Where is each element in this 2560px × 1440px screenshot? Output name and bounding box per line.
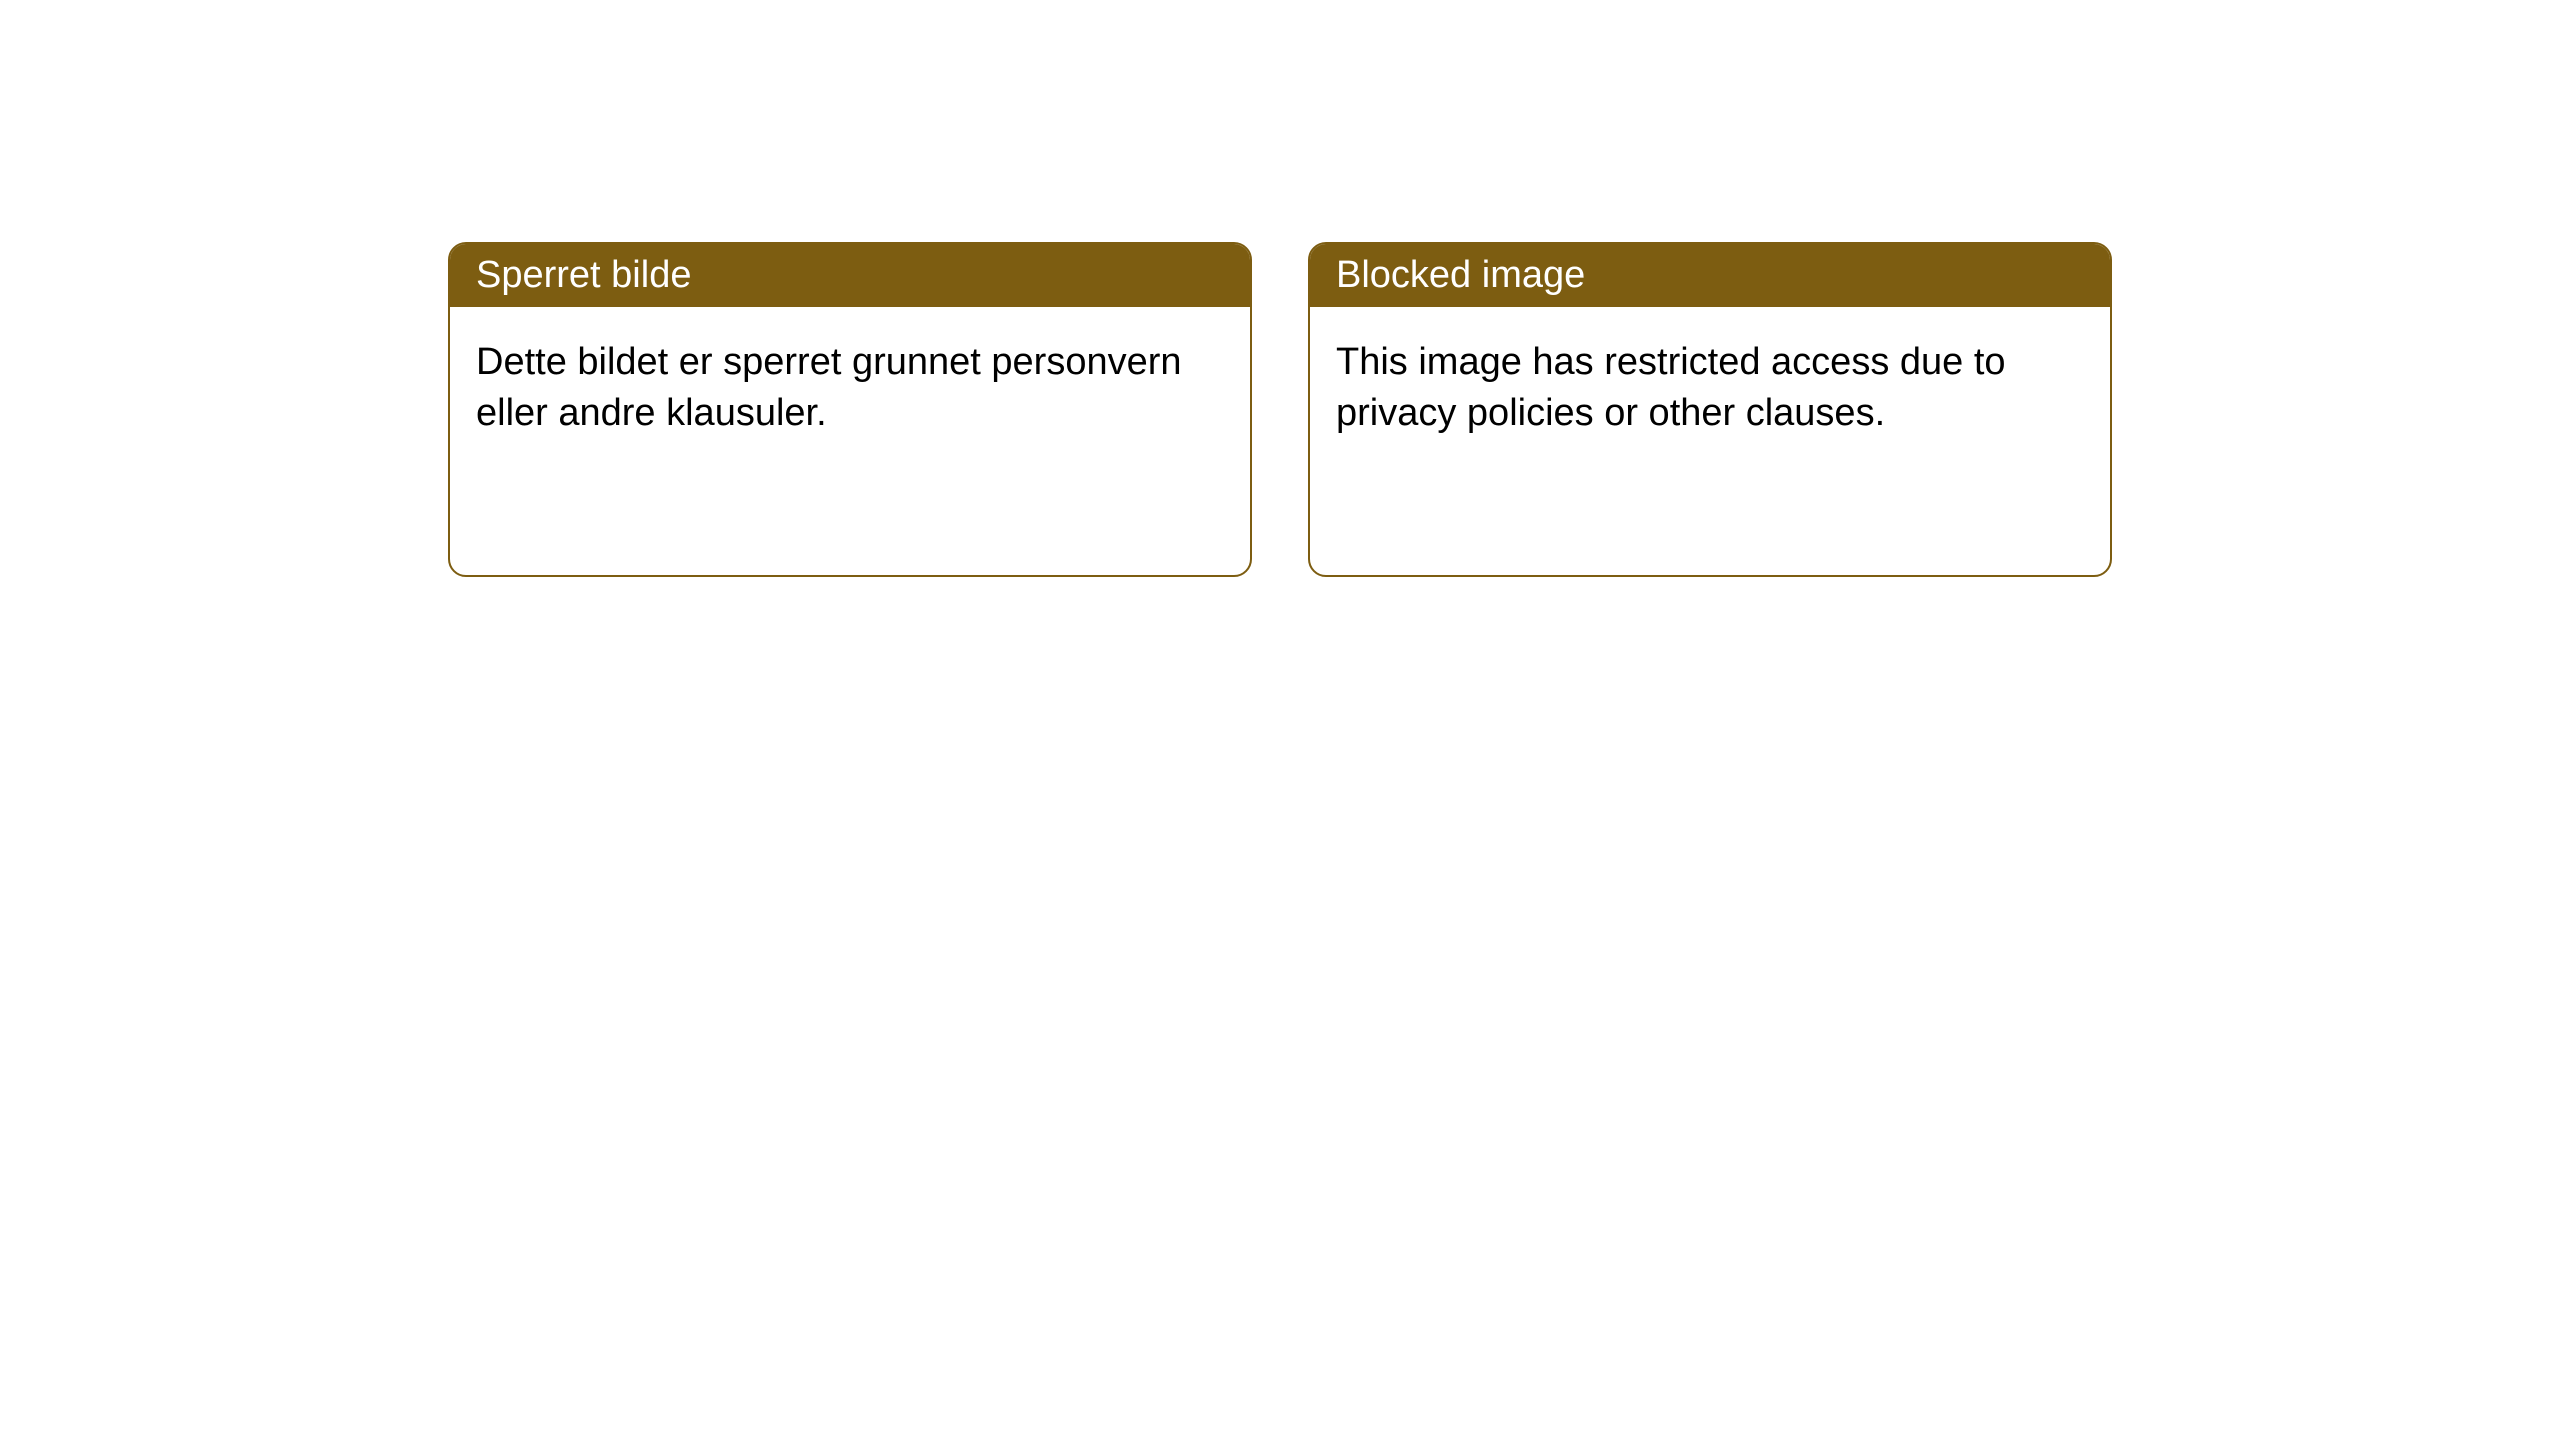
blocked-image-card-no: Sperret bilde Dette bildet er sperret gr… xyxy=(448,242,1252,577)
card-header: Blocked image xyxy=(1310,244,2110,307)
card-title: Sperret bilde xyxy=(476,254,691,296)
card-body: This image has restricted access due to … xyxy=(1310,307,2110,470)
card-body: Dette bildet er sperret grunnet personve… xyxy=(450,307,1250,470)
card-header: Sperret bilde xyxy=(450,244,1250,307)
card-title: Blocked image xyxy=(1336,254,1585,296)
notice-container: Sperret bilde Dette bildet er sperret gr… xyxy=(0,0,2560,577)
blocked-image-card-en: Blocked image This image has restricted … xyxy=(1308,242,2112,577)
card-message: Dette bildet er sperret grunnet personve… xyxy=(476,341,1182,434)
card-message: This image has restricted access due to … xyxy=(1336,341,2006,434)
